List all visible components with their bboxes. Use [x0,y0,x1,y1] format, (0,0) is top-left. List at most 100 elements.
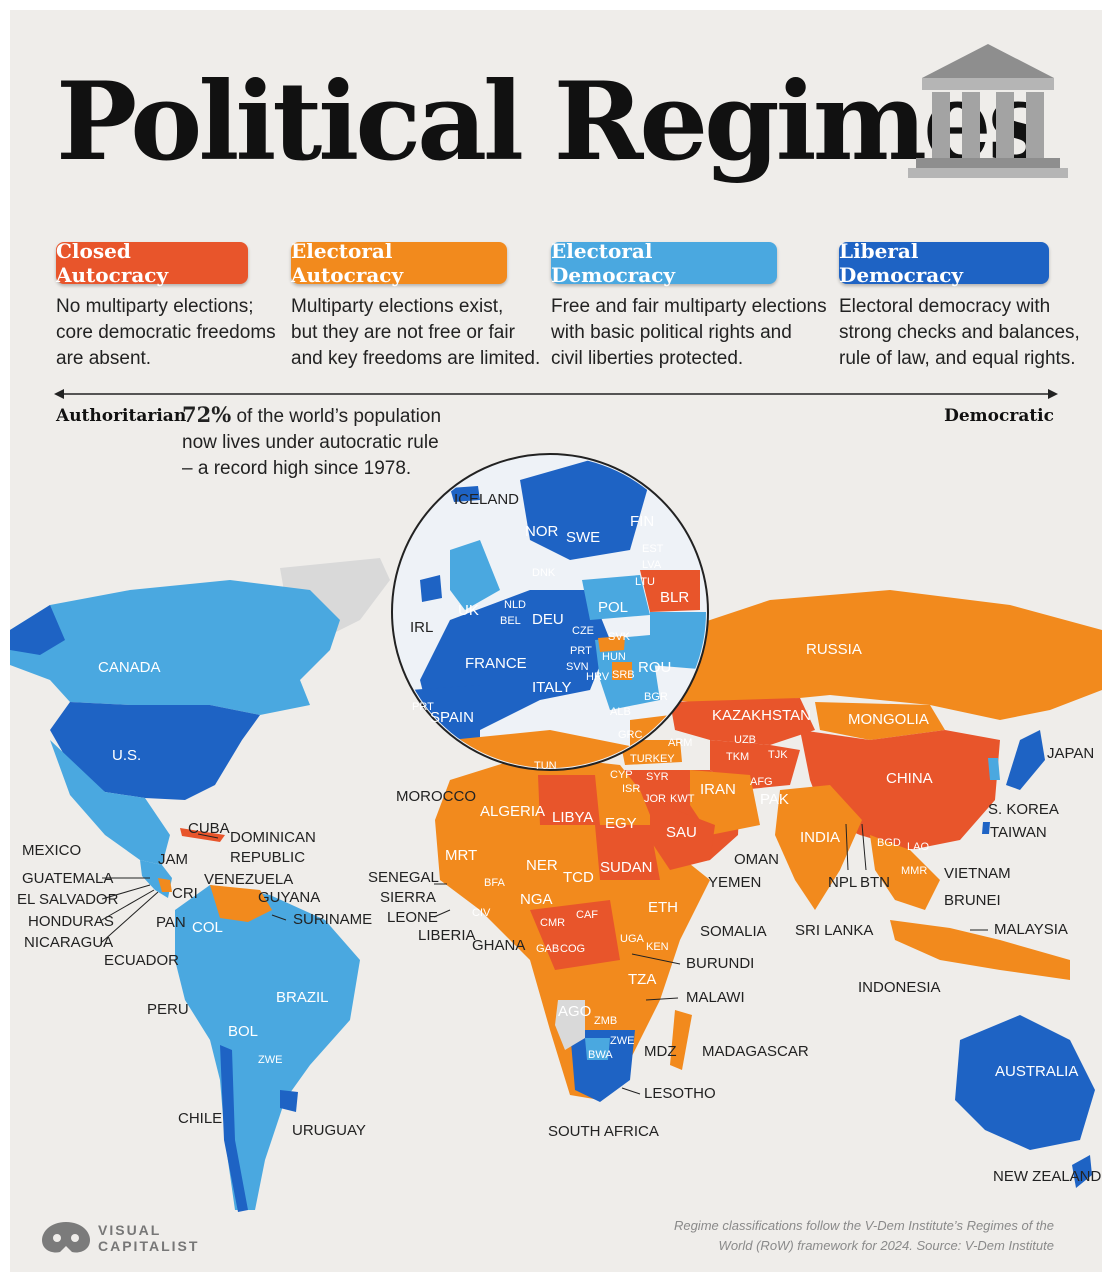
label-cmr: CMR [540,917,565,929]
label-china: CHINA [886,770,933,787]
desc-line: but they are not free or fair [291,322,515,343]
label-republic: REPUBLIC [230,849,305,866]
desc-line: with basic political rights and [551,322,792,343]
label-india: INDIA [800,829,840,846]
label-cze: CZE [572,625,594,637]
libya-shape [538,775,600,825]
label-irl: IRL [410,619,433,636]
scale-right-label: Democratic [944,406,1054,426]
japan-shape [1006,730,1045,790]
label-us: U.S. [112,747,141,764]
label-lesotho: LESOTHO [644,1085,716,1102]
taiwan-shape [982,822,990,834]
label-s-korea: S. KOREA [988,801,1059,818]
label-bgr: BGR [644,691,668,703]
label-fin: FIN [630,513,654,530]
label-zmb: ZMB [594,1015,617,1027]
desc-line: and key freedoms are limited. [291,348,541,369]
label-guyana: GUYANA [258,889,320,906]
legend-electoral-democracy-description: Free and fair multiparty elections with … [551,294,827,372]
label-south-africa: SOUTH AFRICA [548,1123,659,1140]
label-pak: PAK [760,791,789,808]
label-hun: HUN [602,651,626,663]
label-madagascar: MADAGASCAR [702,1043,809,1060]
botswana-shape [585,1038,610,1060]
label-npl: NPL [828,874,857,891]
label-rou: ROU [638,659,671,676]
desc-line: rule of law, and equal rights. [839,348,1076,369]
label-lao: LAO [907,841,929,853]
label-tun: TUN [534,760,557,772]
label-mdz: MDZ [644,1043,677,1060]
scale-left-label: Authoritarian [56,406,187,426]
legend-electoral-autocracy: Electoral Autocracy [291,239,507,287]
label-ago: AGO [558,1003,591,1020]
label-bel: BEL [500,615,521,627]
belarus-shape [640,570,700,612]
label-sau: SAU [666,824,697,841]
label-mrt: MRT [445,847,477,864]
label-kwt: KWT [670,793,695,805]
label-brunei: BRUNEI [944,892,1001,909]
central-africa-shape [530,900,620,970]
turkey-shape [620,740,682,765]
stat-callout: 72% of the world’s population now lives … [182,402,441,482]
source-note: Regime classifications follow the V-Dem … [674,1216,1054,1256]
label-somalia: SOMALIA [700,923,767,940]
label-nld: NLD [504,599,526,611]
logo-line-2: CAPITALIST [98,1238,200,1254]
label-ghana: GHANA [472,937,525,954]
visual-capitalist-icon [42,1222,90,1253]
label-sri-lanka: SRI LANKA [795,922,873,939]
source-line-2: World (RoW) framework for 2024. Source: … [718,1238,1054,1253]
label-col: COL [192,919,223,936]
legend-liberal-democracy: Liberal Democracy [839,239,1049,287]
ukraine-shape [650,612,706,670]
legend-electoral-democracy: Electoral Democracy [551,239,777,287]
label-sudan: SUDAN [600,859,653,876]
stat-line-1: of the world’s population [236,406,442,427]
legend-liberal-democracy-description: Electoral democracy with strong checks a… [839,294,1080,372]
label-burundi: BURUNDI [686,955,754,972]
india-shape [775,785,862,910]
label-morocco: MOROCCO [396,788,476,805]
label-prt: PRT [412,701,434,713]
label-liberia: LIBERIA [418,927,476,944]
label-hrv: HRV [586,671,610,683]
label-afg: AFG [750,776,773,788]
legend-electoral-autocracy-description: Multiparty elections exist, but they are… [291,294,540,372]
us-shape [50,702,260,800]
label-mongolia: MONGOLIA [848,711,929,728]
label-bol: BOL [228,1023,258,1040]
venezuela-shape [210,885,272,922]
label-yemen: YEMEN [708,874,761,891]
label-oman: OMAN [734,851,779,868]
label-ltu: LTU [635,576,655,588]
label-eth: ETH [648,899,678,916]
stat-value: 72% [182,402,232,427]
label-suriname: SURINAME [293,911,372,928]
label-australia: AUSTRALIA [995,1063,1078,1080]
poland-shape [582,575,650,620]
label-nga: NGA [520,891,553,908]
label-sierra: SIERRA [380,889,436,906]
new-zealand-shape [1072,1155,1092,1188]
map-labels: CANADA U.S. MEXICO CUBA JAM DOMINICAN RE… [17,491,1102,1185]
uk-shape [450,540,500,610]
scandinavia-shape [520,460,650,560]
label-prt-small: PRT [570,645,592,657]
label-srb: SRB [612,669,635,681]
legend-closed-description: No multiparty elections; core democratic… [56,294,276,372]
world-map: CANADA U.S. MEXICO CUBA JAM DOMINICAN RE… [10,453,1102,1212]
label-bfa: BFA [484,877,505,889]
stat-line-2: now lives under autocratic rule [182,432,439,453]
label-new-zealand: NEW ZEALAND [993,1168,1102,1185]
label-indonesia: INDONESIA [858,979,941,996]
label-chile: CHILE [178,1110,222,1127]
legend-electoral-autocracy-label: Electoral Autocracy [291,239,404,287]
label-isr: ISR [622,783,640,795]
label-uzb: UZB [734,734,756,746]
label-dominican: DOMINICAN [230,829,316,846]
label-mmr: MMR [901,865,927,877]
label-italy: ITALY [532,679,571,696]
